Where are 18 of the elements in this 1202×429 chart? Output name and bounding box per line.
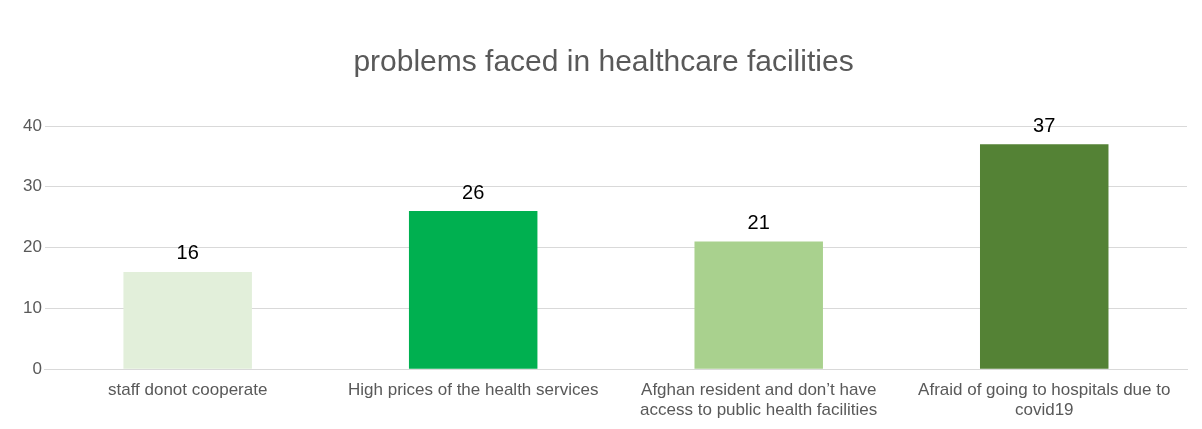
x-tick-label: Afghan resident and don’t have access to public health facilities: [640, 380, 878, 420]
y-tick-label: 30: [22, 176, 42, 196]
y-tick-label: 20: [22, 237, 42, 257]
data-label: 26: [462, 180, 485, 203]
chart-title: problems faced in healthcare facilities: [353, 44, 854, 78]
data-label: 21: [747, 211, 770, 234]
y-tick-label: 40: [22, 115, 42, 135]
bar: [694, 241, 823, 369]
y-tick-label: 0: [32, 358, 42, 378]
data-label: 37: [1033, 113, 1056, 136]
y-tick-label: 10: [22, 298, 42, 318]
x-tick-label: High prices of the health services: [347, 380, 599, 400]
x-tick-label: staff donot cooperate: [107, 380, 268, 400]
bar: [408, 211, 538, 369]
bar: [980, 144, 1109, 369]
bar: [123, 271, 252, 369]
x-tick-label: Afraid of going to hospitals due to covid19: [918, 380, 1171, 420]
data-label: 16: [176, 241, 199, 264]
